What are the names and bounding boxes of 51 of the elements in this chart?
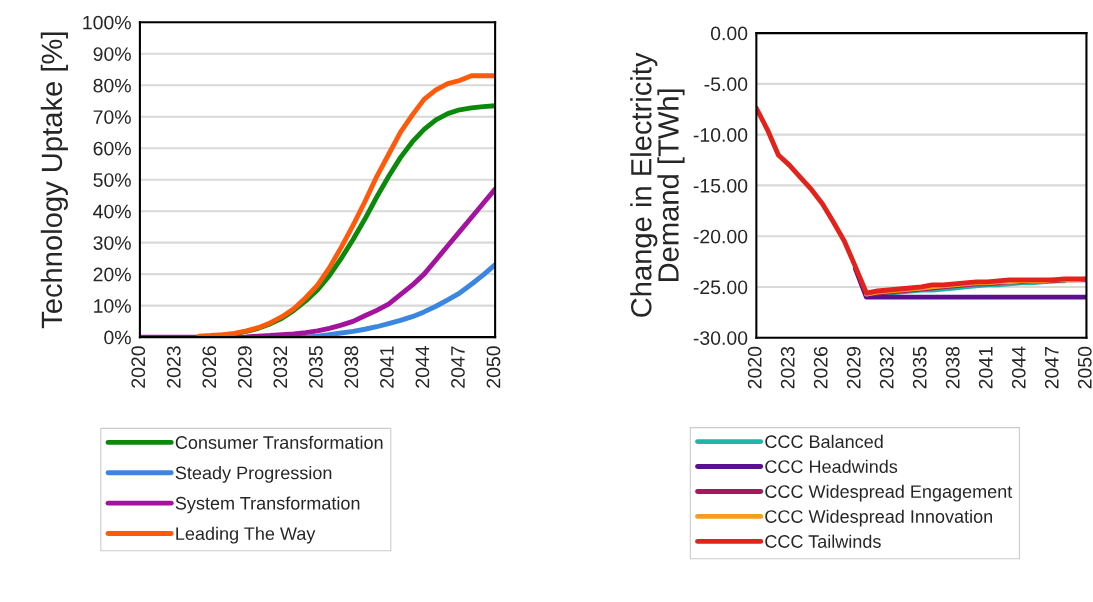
x-tick-label: 2050 (1077, 346, 1092, 389)
x-tick-label: 2035 (912, 346, 927, 389)
legend-label: System Transformation (175, 496, 360, 514)
x-tick-label: 2041 (380, 346, 394, 388)
legend-label: Steady Progression (175, 466, 332, 483)
x-tick-label: 2041 (978, 347, 993, 389)
y-tick-label: 10% (94, 299, 131, 313)
y-tick-label: -10.00 (693, 128, 748, 142)
legend-label: CCC Widespread Innovation (765, 509, 993, 527)
x-tick-label: 2023 (780, 346, 795, 389)
y-tick-label: -20.00 (693, 229, 748, 244)
x-tick-label: 2047 (451, 346, 465, 388)
x-tick-label: 2026 (813, 346, 828, 389)
x-tick-label: 2026 (202, 346, 217, 388)
x-tick-label: 2029 (846, 346, 861, 389)
legend-label: CCC Tailwinds (765, 534, 881, 548)
y-tick-label: 0% (104, 330, 131, 345)
legend-label: CCC Widespread Engagement (765, 484, 1013, 502)
x-tick-label: 2050 (486, 346, 501, 388)
y-tick-label: 40% (93, 204, 131, 219)
y-tick-label: 30% (93, 236, 131, 250)
x-tick-label: 2038 (344, 346, 359, 388)
x-tick-label: 2020 (131, 346, 146, 388)
x-tick-label: 2023 (166, 346, 181, 388)
x-tick-label: 2044 (1011, 346, 1026, 389)
y-tick-label: 0.00 (710, 26, 748, 41)
y-axis-title: Technology Uptake [%] (40, 32, 68, 329)
legend-label: CCC Headwinds (765, 459, 898, 474)
legend-label: Consumer Transformation (175, 435, 383, 449)
y-tick-label: -5.00 (704, 77, 748, 92)
y-tick-label: 60% (93, 141, 131, 156)
y-tick-label: -15.00 (693, 178, 748, 193)
y-tick-label: 70% (93, 110, 131, 124)
x-tick-label: 2044 (415, 346, 430, 388)
y-tick-label: -25.00 (693, 280, 748, 295)
y-tick-label: 90% (93, 47, 131, 61)
x-tick-label: 2029 (237, 346, 252, 388)
x-tick-label: 2035 (308, 346, 323, 388)
x-tick-label: 2032 (879, 347, 894, 389)
y-tick-label: 100% (83, 15, 131, 30)
y-tick-label: 80% (93, 78, 131, 93)
y-axis-title: Change in Electricity Demand [TWh] (630, 52, 685, 317)
x-tick-label: 2020 (747, 346, 762, 389)
y-tick-label: 20% (93, 267, 131, 282)
x-tick-label: 2047 (1044, 347, 1059, 389)
x-tick-label: 2032 (273, 346, 288, 388)
legend-label: Leading The Way (176, 526, 316, 544)
legend-label: CCC Balanced (765, 434, 883, 449)
y-tick-label: -30.00 (693, 331, 748, 345)
x-tick-label: 2038 (945, 346, 960, 389)
y-tick-label: 50% (93, 173, 131, 187)
